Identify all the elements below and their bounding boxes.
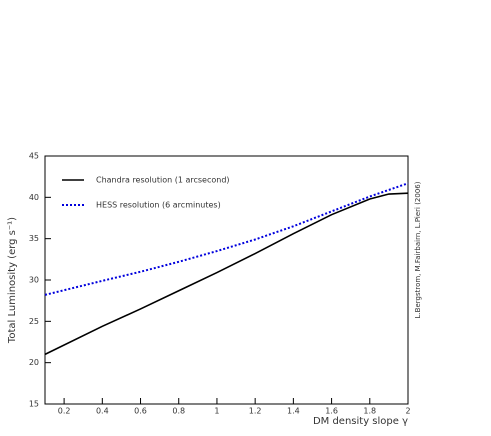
credit: L.Bergstrom, M.Fairbairn, L.Pieri (2006): [414, 181, 422, 318]
y-tick-label: 45: [29, 152, 39, 161]
y-tick-label: 40: [29, 193, 39, 202]
y-tick-label: 35: [29, 234, 39, 243]
y-axis-label: Total Luminosity (erg s⁻¹): [7, 217, 18, 344]
x-tick-label: 1.8: [363, 407, 376, 416]
y-tick-label: 15: [29, 400, 39, 409]
x-tick-label: 1.2: [249, 407, 262, 416]
x-tick-label: 0.2: [58, 407, 71, 416]
x-tick-label: 2: [405, 407, 410, 416]
y-tick-label: 25: [29, 317, 39, 326]
plot-frame: [44, 155, 409, 405]
x-tick-label: 0.6: [134, 407, 147, 416]
y-tick-label: 20: [29, 358, 39, 367]
y-tick-label: 30: [29, 276, 39, 285]
x-axis-label: DM density slope γ: [313, 416, 408, 427]
x-tick-label: 0.4: [96, 407, 109, 416]
series-line: [44, 182, 409, 296]
x-tick-label: 1.4: [287, 407, 300, 416]
legend-label: Chandra resolution (1 arcsecond): [96, 176, 230, 185]
x-tick-label: 1: [214, 407, 219, 416]
x-tick-label: 0.8: [172, 407, 185, 416]
x-tick-label: 1.6: [325, 407, 338, 416]
series-line: [44, 192, 409, 356]
legend-label: HESS resolution (6 arcminutes): [96, 201, 221, 210]
